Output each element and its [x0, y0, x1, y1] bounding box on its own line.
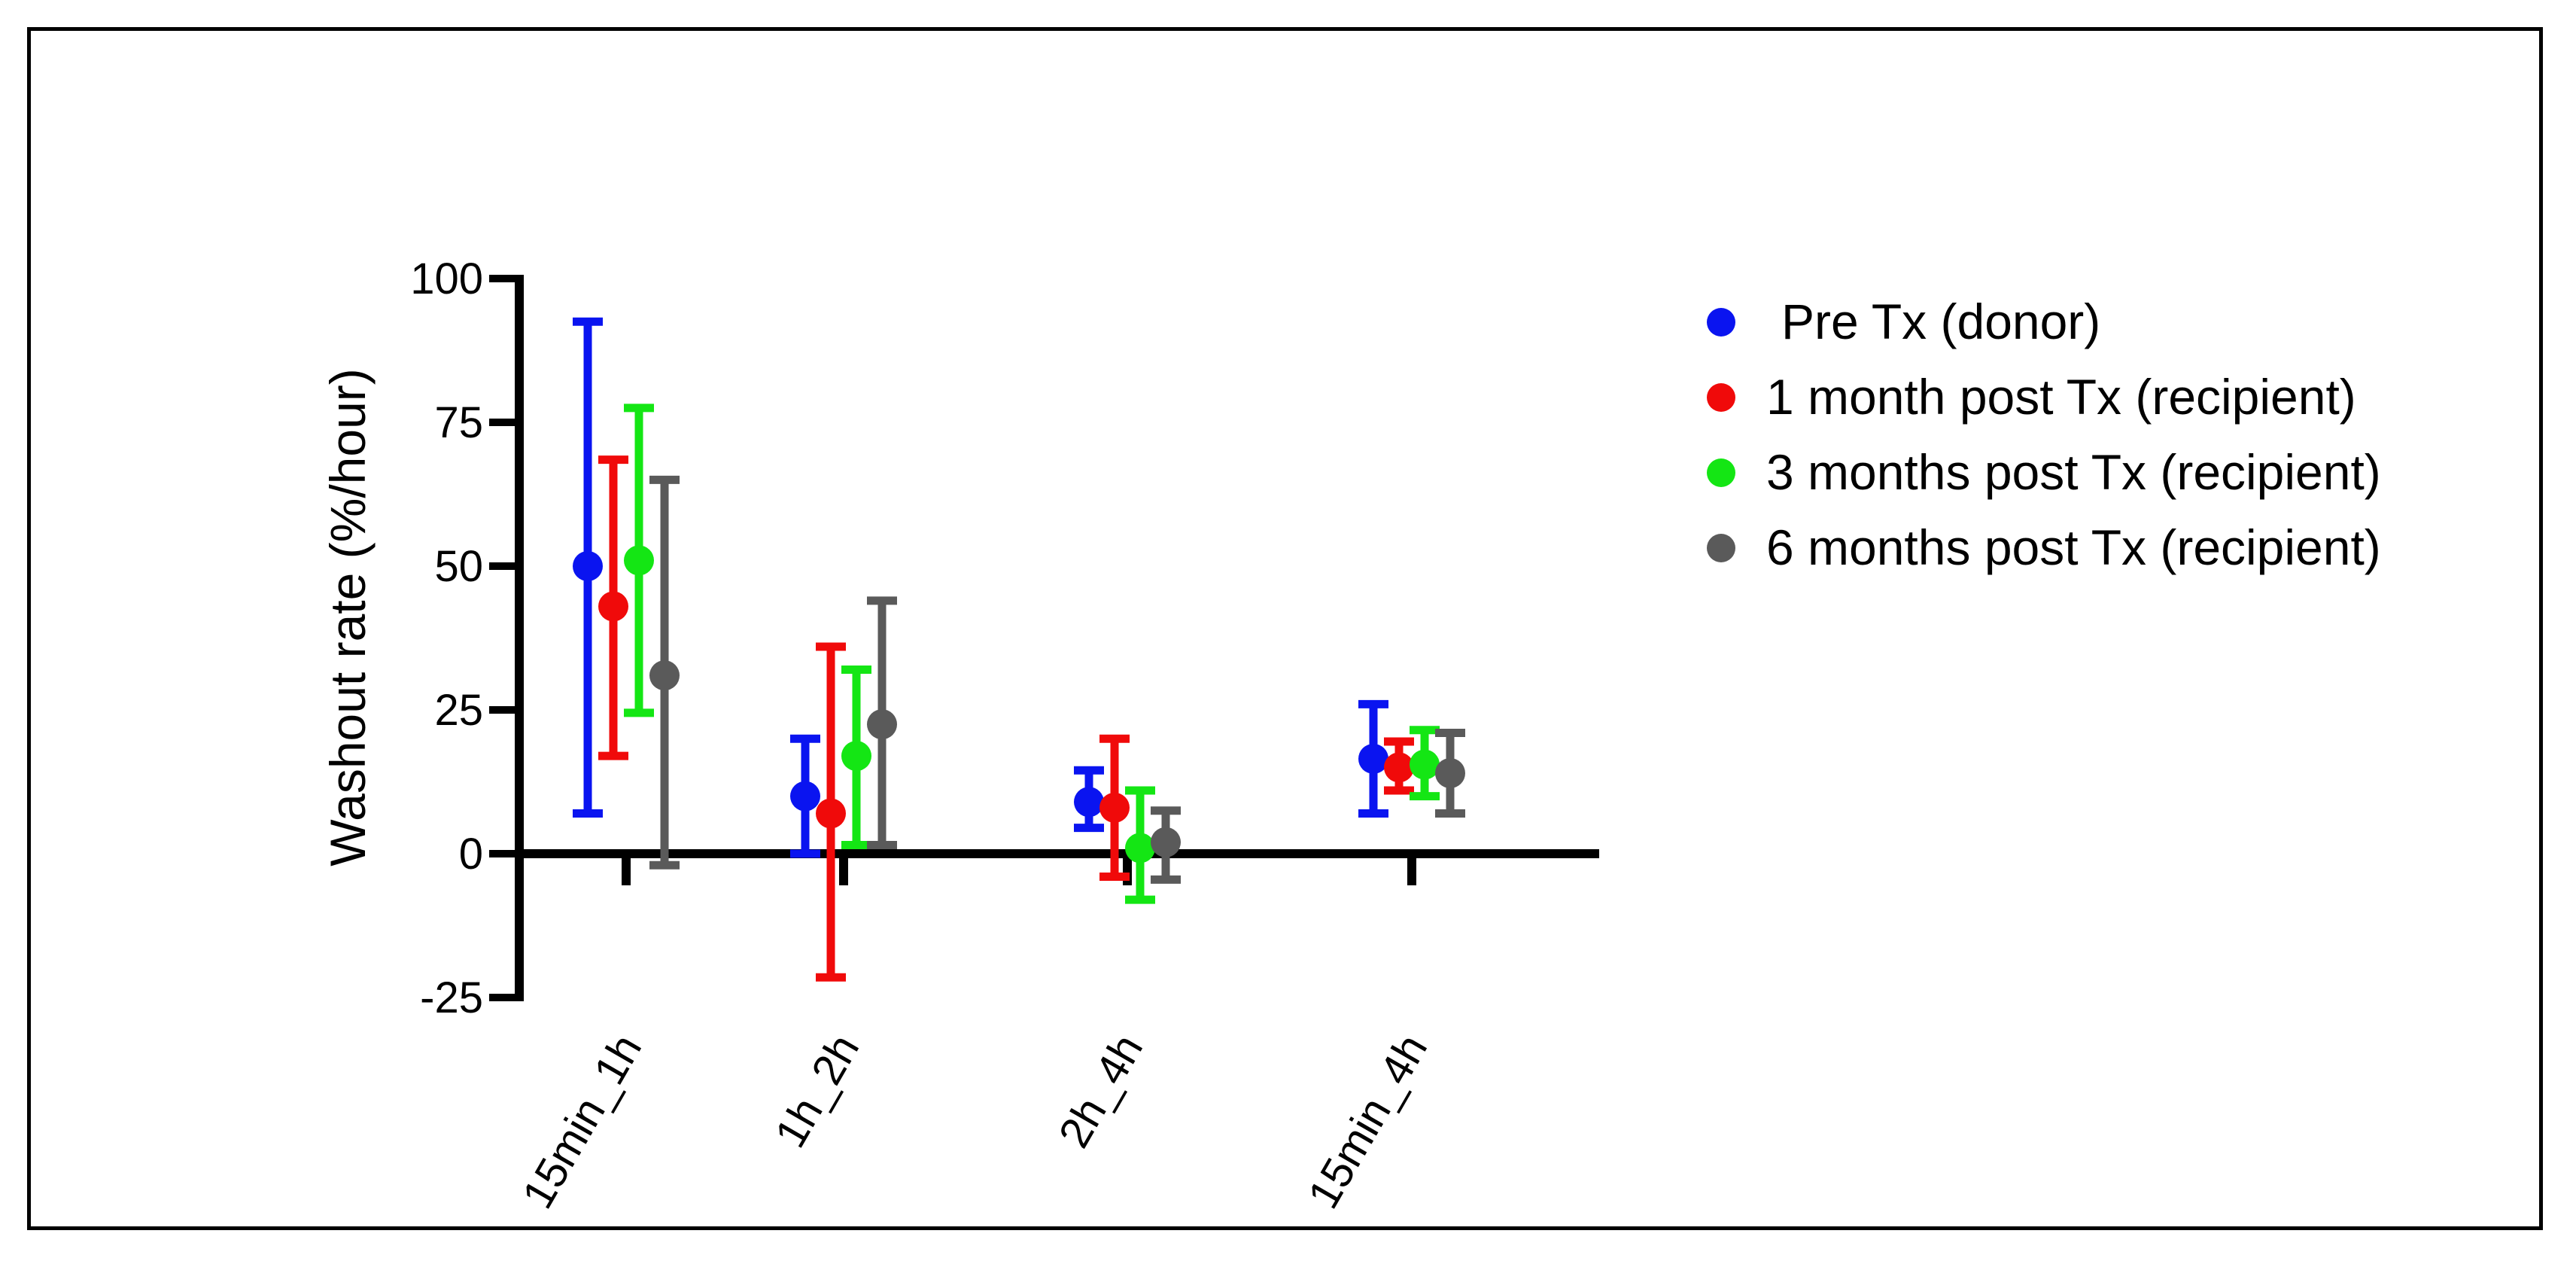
data-point [598, 591, 628, 622]
data-point [841, 741, 871, 772]
series-layer [573, 317, 1465, 982]
data-point [1410, 749, 1440, 780]
y-tick-label: 75 [434, 398, 483, 447]
series-3 [624, 404, 1440, 904]
y-tick-label: 50 [434, 542, 483, 591]
y-tick-label: 0 [459, 830, 483, 879]
data-point [1435, 758, 1465, 789]
data-point [649, 660, 680, 691]
x-tick-label: 15min_1h [513, 1026, 652, 1217]
legend-marker [1707, 534, 1735, 562]
x-tick-label: 1h_2h [765, 1026, 868, 1156]
legend-label: Pre Tx (donor) [1781, 294, 2100, 349]
data-point [867, 709, 897, 740]
data-point [1384, 752, 1414, 783]
data-point [1074, 787, 1104, 818]
data-point [1151, 827, 1181, 857]
x-tick-label: 15min_4h [1299, 1026, 1437, 1217]
data-point [790, 781, 820, 812]
series-1 [573, 317, 1388, 858]
legend-label: 3 months post Tx (recipient) [1766, 444, 2381, 500]
data-point [1099, 792, 1130, 823]
data-point [624, 545, 654, 576]
legend-marker [1707, 308, 1735, 337]
series-2 [598, 455, 1414, 982]
data-point [816, 798, 846, 829]
legend: Pre Tx (donor) 1 month post Tx (recipient… [1707, 294, 2381, 575]
legend-label: 6 months post Tx (recipient) [1766, 519, 2381, 575]
y-tick-label: -25 [420, 973, 483, 1022]
series-4 [649, 475, 1465, 884]
x-tick-label: 2h_4h [1049, 1026, 1152, 1156]
data-point [1358, 743, 1388, 774]
y-tick-label: 25 [434, 686, 483, 735]
legend-marker [1707, 458, 1735, 487]
y-tick-label: 100 [410, 254, 483, 303]
legend-marker [1707, 383, 1735, 412]
data-point [573, 551, 603, 581]
legend-label: 1 month post Tx (recipient) [1766, 369, 2356, 425]
data-point [1125, 833, 1155, 864]
y-axis-title: Washout rate (%/hour) [320, 368, 376, 866]
figure-frame [27, 27, 2543, 1230]
